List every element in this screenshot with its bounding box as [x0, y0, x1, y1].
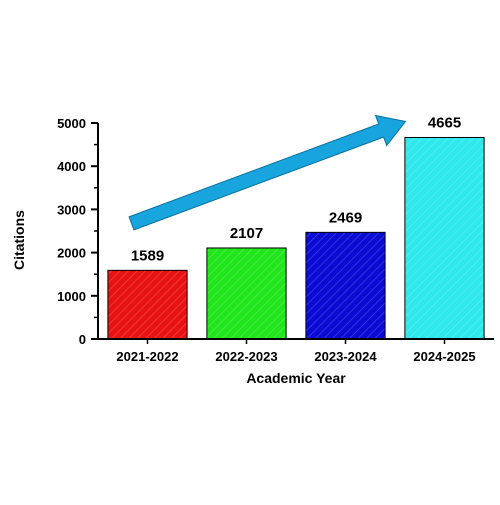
- data-label-2024-2025: 4665: [428, 114, 461, 131]
- data-label-2021-2022: 1589: [131, 247, 164, 264]
- x-tick-label-2023-2024: 2023-2024: [314, 349, 377, 364]
- x-tick-label-2021-2022: 2021-2022: [116, 349, 178, 364]
- y-tick-label-2000: 2000: [57, 246, 86, 261]
- labels: 1589 2021-2022 2107 2022-2023 2469 2023-2024 4…: [57, 114, 476, 364]
- trend-arrow: [128, 114, 407, 231]
- data-label-2023-2024: 2469: [329, 209, 362, 226]
- y-axis-title: Citations: [11, 210, 27, 270]
- y-tick-label-3000: 3000: [57, 202, 86, 217]
- bar-2022-2023: [206, 247, 287, 340]
- data-label-2022-2023: 2107: [230, 225, 263, 242]
- x-tick-label-2022-2023: 2022-2023: [215, 349, 277, 364]
- x-tick-label-2024-2025: 2024-2025: [413, 349, 475, 364]
- x-axis-title: Academic Year: [246, 370, 346, 386]
- trend-arrow-shape: [128, 114, 407, 231]
- bar-2021-2022: [107, 269, 188, 340]
- bar-2024-2025: [404, 136, 485, 340]
- y-tick-label-4000: 4000: [57, 159, 86, 174]
- bar-2023-2024: [305, 231, 386, 340]
- y-tick-label-0: 0: [79, 332, 86, 347]
- axes: [91, 122, 494, 344]
- y-tick-label-5000: 5000: [57, 116, 86, 131]
- bars: [107, 136, 485, 340]
- y-tick-label-1000: 1000: [57, 289, 86, 304]
